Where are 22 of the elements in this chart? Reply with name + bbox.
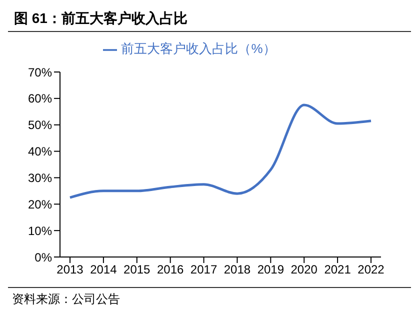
- y-tick-label: 20%: [28, 197, 52, 212]
- y-tick-label: 30%: [28, 170, 52, 185]
- y-tick-label: 50%: [28, 118, 52, 132]
- y-tick-label: 10%: [28, 224, 52, 238]
- y-tick-label: 0%: [34, 250, 52, 264]
- line-series: [68, 104, 372, 199]
- x-tick-label: 2020: [290, 262, 318, 277]
- y-tick-label: 60%: [28, 92, 52, 106]
- y-tick-label: 70%: [28, 65, 52, 80]
- x-tick-label: 2021: [324, 262, 352, 277]
- x-tick-label: 2022: [358, 262, 385, 277]
- x-tick-label: 2015: [124, 262, 151, 277]
- text: 资料来源：公司公告: [8, 287, 411, 308]
- x-tick-label: 2013: [56, 262, 84, 277]
- x-tick-label: 2017: [190, 262, 218, 277]
- x-tick-label: 2018: [224, 262, 251, 277]
- x-tick-label: 2014: [90, 262, 118, 277]
- chart-title: 图 61：前五大客户收入占比: [8, 8, 411, 32]
- x-tick-label: 2019: [257, 262, 284, 277]
- x-tick-label: 2016: [156, 262, 184, 277]
- y-tick-label: 40%: [28, 144, 52, 159]
- legend-label: 前五大客户收入占比（%）: [121, 41, 276, 56]
